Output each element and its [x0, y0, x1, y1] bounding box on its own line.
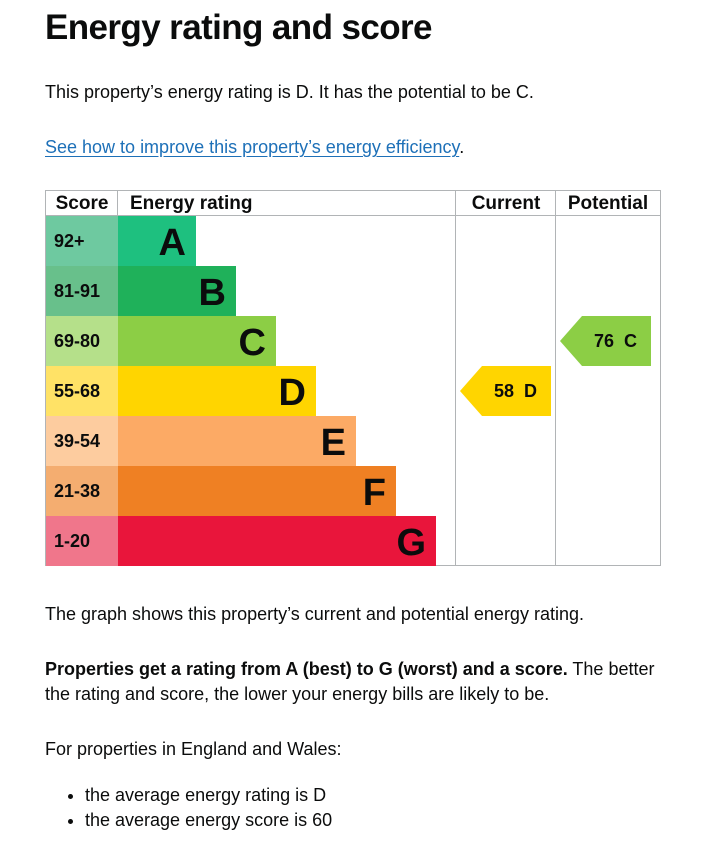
energy-rating-chart: Score Energy rating Current Potential 92… — [45, 190, 661, 566]
link-suffix: . — [459, 137, 465, 157]
graph-note: The graph shows this property’s current … — [45, 604, 584, 624]
band-score-g: 1-20 — [46, 516, 118, 566]
potential-rating-label: 76 C — [593, 331, 638, 351]
header-score: Score — [55, 193, 109, 214]
band-bar-a: A — [118, 216, 196, 266]
potential-rating-arrow: 76 C — [560, 316, 651, 366]
band-bar-c: C — [118, 316, 276, 366]
band-score-b: 81-91 — [46, 266, 118, 316]
current-divider — [455, 191, 456, 565]
current-rating-arrow: 58 D — [460, 366, 551, 416]
band-bar-g: G — [118, 516, 436, 566]
band-score-f: 21-38 — [46, 466, 118, 516]
band-letter-e: E — [320, 422, 346, 464]
band-score-d: 55-68 — [46, 366, 118, 416]
band-score-e: 39-54 — [46, 416, 118, 466]
rating-info: Properties get a rating from A (best) to… — [45, 657, 665, 707]
band-bar-e: E — [118, 416, 356, 466]
band-letter-a: A — [158, 222, 186, 264]
averages-list: the average energy rating is D the avera… — [63, 783, 332, 833]
score-divider — [117, 191, 118, 215]
header-energy-rating: Energy rating — [130, 193, 253, 214]
band-letter-b: B — [198, 272, 226, 314]
average-rating-item: the average energy rating is D — [85, 783, 332, 808]
band-score-a: 92+ — [46, 216, 118, 266]
band-bar-f: F — [118, 466, 396, 516]
band-letter-g: G — [396, 522, 426, 564]
region-note: For properties in England and Wales: — [45, 739, 342, 759]
band-letter-c: C — [238, 322, 266, 364]
band-bar-d: D — [118, 366, 316, 416]
band-bar-b: B — [118, 266, 236, 316]
intro-text: This property’s energy rating is D. It h… — [45, 82, 534, 102]
improve-efficiency-link[interactable]: See how to improve this property’s energ… — [45, 137, 460, 157]
rating-info-bold: Properties get a rating from A (best) to… — [45, 659, 568, 679]
rating-info-rest: The better the rating and score, the low… — [45, 659, 655, 704]
band-letter-f: F — [362, 472, 386, 514]
potential-divider — [555, 191, 556, 565]
improve-link-paragraph: See how to improve this property’s energ… — [45, 135, 665, 160]
band-letter-d: D — [278, 372, 306, 414]
header-divider — [46, 215, 660, 216]
page-title: Energy rating and score — [45, 8, 432, 47]
header-potential: Potential — [567, 193, 649, 214]
current-rating-label: 58 D — [493, 381, 538, 401]
average-score-item: the average energy score is 60 — [85, 808, 332, 833]
band-score-c: 69-80 — [46, 316, 118, 366]
header-current: Current — [471, 193, 541, 214]
